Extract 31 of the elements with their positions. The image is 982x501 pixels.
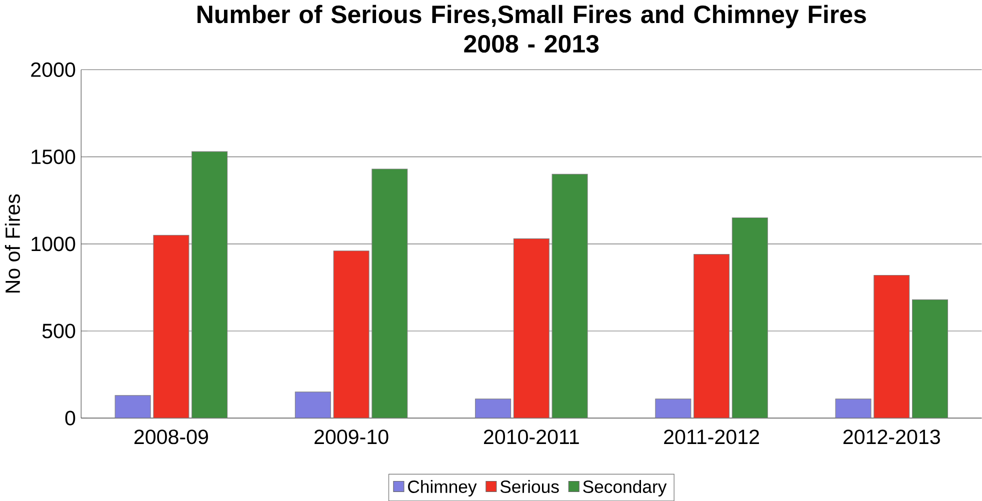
bar <box>192 151 228 418</box>
bar <box>153 234 190 418</box>
bar <box>513 238 550 418</box>
bar <box>294 392 331 418</box>
legend-label: Secondary <box>583 480 667 496</box>
x-tick-label: 2008-09 <box>134 429 208 444</box>
bar <box>114 395 151 418</box>
x-tick-label: 2010-2011 <box>484 429 579 444</box>
y-tick-label: 0 <box>65 410 76 426</box>
y-tick-label: 1000 <box>32 236 76 252</box>
y-tick-label: 1500 <box>32 149 76 164</box>
x-tick-label: 2009-10 <box>314 429 388 444</box>
bar <box>333 250 370 418</box>
bar <box>835 398 872 418</box>
chart-title: Number of Serious Fires,Small Fires and Chimney Fires <box>198 4 866 28</box>
y-axis-title: No of Fires <box>4 194 20 292</box>
bar <box>912 299 948 418</box>
legend-label: Chimney <box>408 480 477 496</box>
x-tick-label: 2011-2012 <box>664 429 759 444</box>
bar <box>732 217 768 418</box>
bar <box>874 274 910 418</box>
bar <box>475 398 512 418</box>
y-tick-label: 2000 <box>31 62 76 77</box>
legend-label: Serious <box>500 480 559 493</box>
y-tick-label: 500 <box>42 324 76 338</box>
chart-subtitle: 2008 - 2013 <box>464 34 599 53</box>
bar <box>655 398 692 418</box>
bar <box>372 168 408 418</box>
bar <box>694 254 730 418</box>
bar <box>552 174 588 418</box>
x-tick-label: 2012-2013 <box>843 429 940 444</box>
